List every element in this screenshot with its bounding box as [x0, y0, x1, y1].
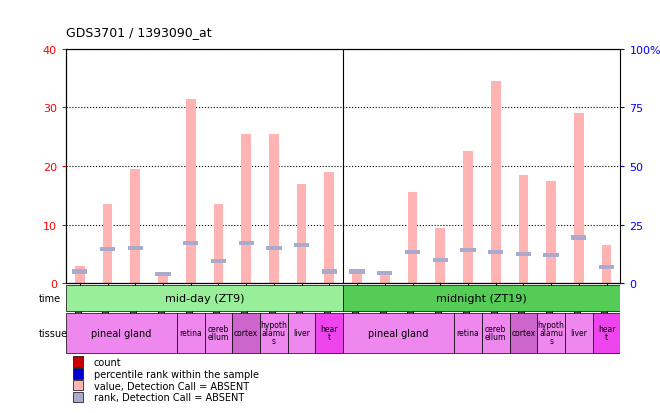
Bar: [205, 313, 232, 353]
Text: retina: retina: [180, 328, 202, 337]
Bar: [460, 249, 476, 253]
Text: GDS3701 / 1393090_at: GDS3701 / 1393090_at: [66, 26, 212, 39]
Bar: [352, 275, 362, 284]
Bar: [380, 275, 389, 284]
Bar: [183, 242, 199, 246]
Bar: [100, 248, 116, 252]
Bar: [103, 204, 112, 284]
Bar: [238, 242, 254, 246]
Text: midnight (ZT19): midnight (ZT19): [436, 293, 527, 303]
Bar: [343, 313, 454, 353]
Text: liver: liver: [293, 328, 310, 337]
Bar: [177, 313, 205, 353]
Bar: [377, 271, 393, 275]
Bar: [66, 285, 343, 311]
Bar: [408, 193, 417, 284]
Bar: [266, 247, 282, 251]
Bar: [488, 250, 504, 254]
Bar: [432, 258, 448, 262]
Bar: [232, 313, 260, 353]
Bar: [288, 313, 315, 353]
Text: retina: retina: [457, 328, 479, 337]
Bar: [602, 246, 611, 284]
Bar: [73, 368, 82, 379]
Bar: [482, 313, 510, 353]
Bar: [315, 313, 343, 353]
Text: cereb
ellum: cereb ellum: [208, 325, 229, 342]
Bar: [599, 265, 614, 269]
Bar: [321, 270, 337, 274]
Bar: [593, 313, 620, 353]
Text: rank, Detection Call = ABSENT: rank, Detection Call = ABSENT: [94, 392, 244, 402]
Bar: [565, 313, 593, 353]
Bar: [72, 270, 88, 274]
Bar: [294, 243, 310, 247]
Text: hear
t: hear t: [321, 325, 338, 342]
Text: count: count: [94, 357, 121, 367]
Bar: [73, 380, 82, 390]
Bar: [211, 259, 226, 263]
Text: cereb
ellum: cereb ellum: [485, 325, 506, 342]
Bar: [463, 152, 473, 284]
Bar: [260, 313, 288, 353]
Bar: [269, 134, 279, 284]
Text: tissue: tissue: [38, 328, 67, 338]
Bar: [66, 313, 177, 353]
Text: hypoth
alamu
s: hypoth alamu s: [261, 320, 287, 345]
Bar: [405, 250, 420, 254]
Bar: [75, 266, 84, 284]
Bar: [537, 313, 565, 353]
Bar: [73, 392, 82, 402]
Bar: [186, 99, 195, 284]
Bar: [131, 169, 140, 284]
Text: value, Detection Call = ABSENT: value, Detection Call = ABSENT: [94, 381, 249, 391]
Text: cortex: cortex: [234, 328, 258, 337]
Bar: [491, 82, 500, 284]
Text: mid-day (ZT9): mid-day (ZT9): [165, 293, 244, 303]
Text: hear
t: hear t: [598, 325, 615, 342]
Bar: [158, 275, 168, 284]
Bar: [543, 254, 559, 258]
Bar: [73, 356, 82, 367]
Text: pineal gland: pineal gland: [368, 328, 429, 338]
Text: cortex: cortex: [512, 328, 535, 337]
Text: time: time: [38, 293, 61, 303]
Bar: [349, 270, 365, 274]
Bar: [325, 173, 334, 284]
Bar: [546, 181, 556, 284]
Bar: [343, 285, 620, 311]
Bar: [510, 313, 537, 353]
Text: pineal gland: pineal gland: [91, 328, 152, 338]
Bar: [242, 134, 251, 284]
Bar: [574, 114, 583, 284]
Bar: [454, 313, 482, 353]
Bar: [155, 272, 171, 276]
Bar: [127, 247, 143, 251]
Text: percentile rank within the sample: percentile rank within the sample: [94, 369, 259, 379]
Text: hypoth
alamu
s: hypoth alamu s: [538, 320, 564, 345]
Bar: [297, 184, 306, 284]
Bar: [214, 204, 223, 284]
Bar: [515, 252, 531, 256]
Bar: [571, 236, 587, 240]
Bar: [519, 176, 528, 284]
Text: liver: liver: [570, 328, 587, 337]
Bar: [436, 228, 445, 284]
